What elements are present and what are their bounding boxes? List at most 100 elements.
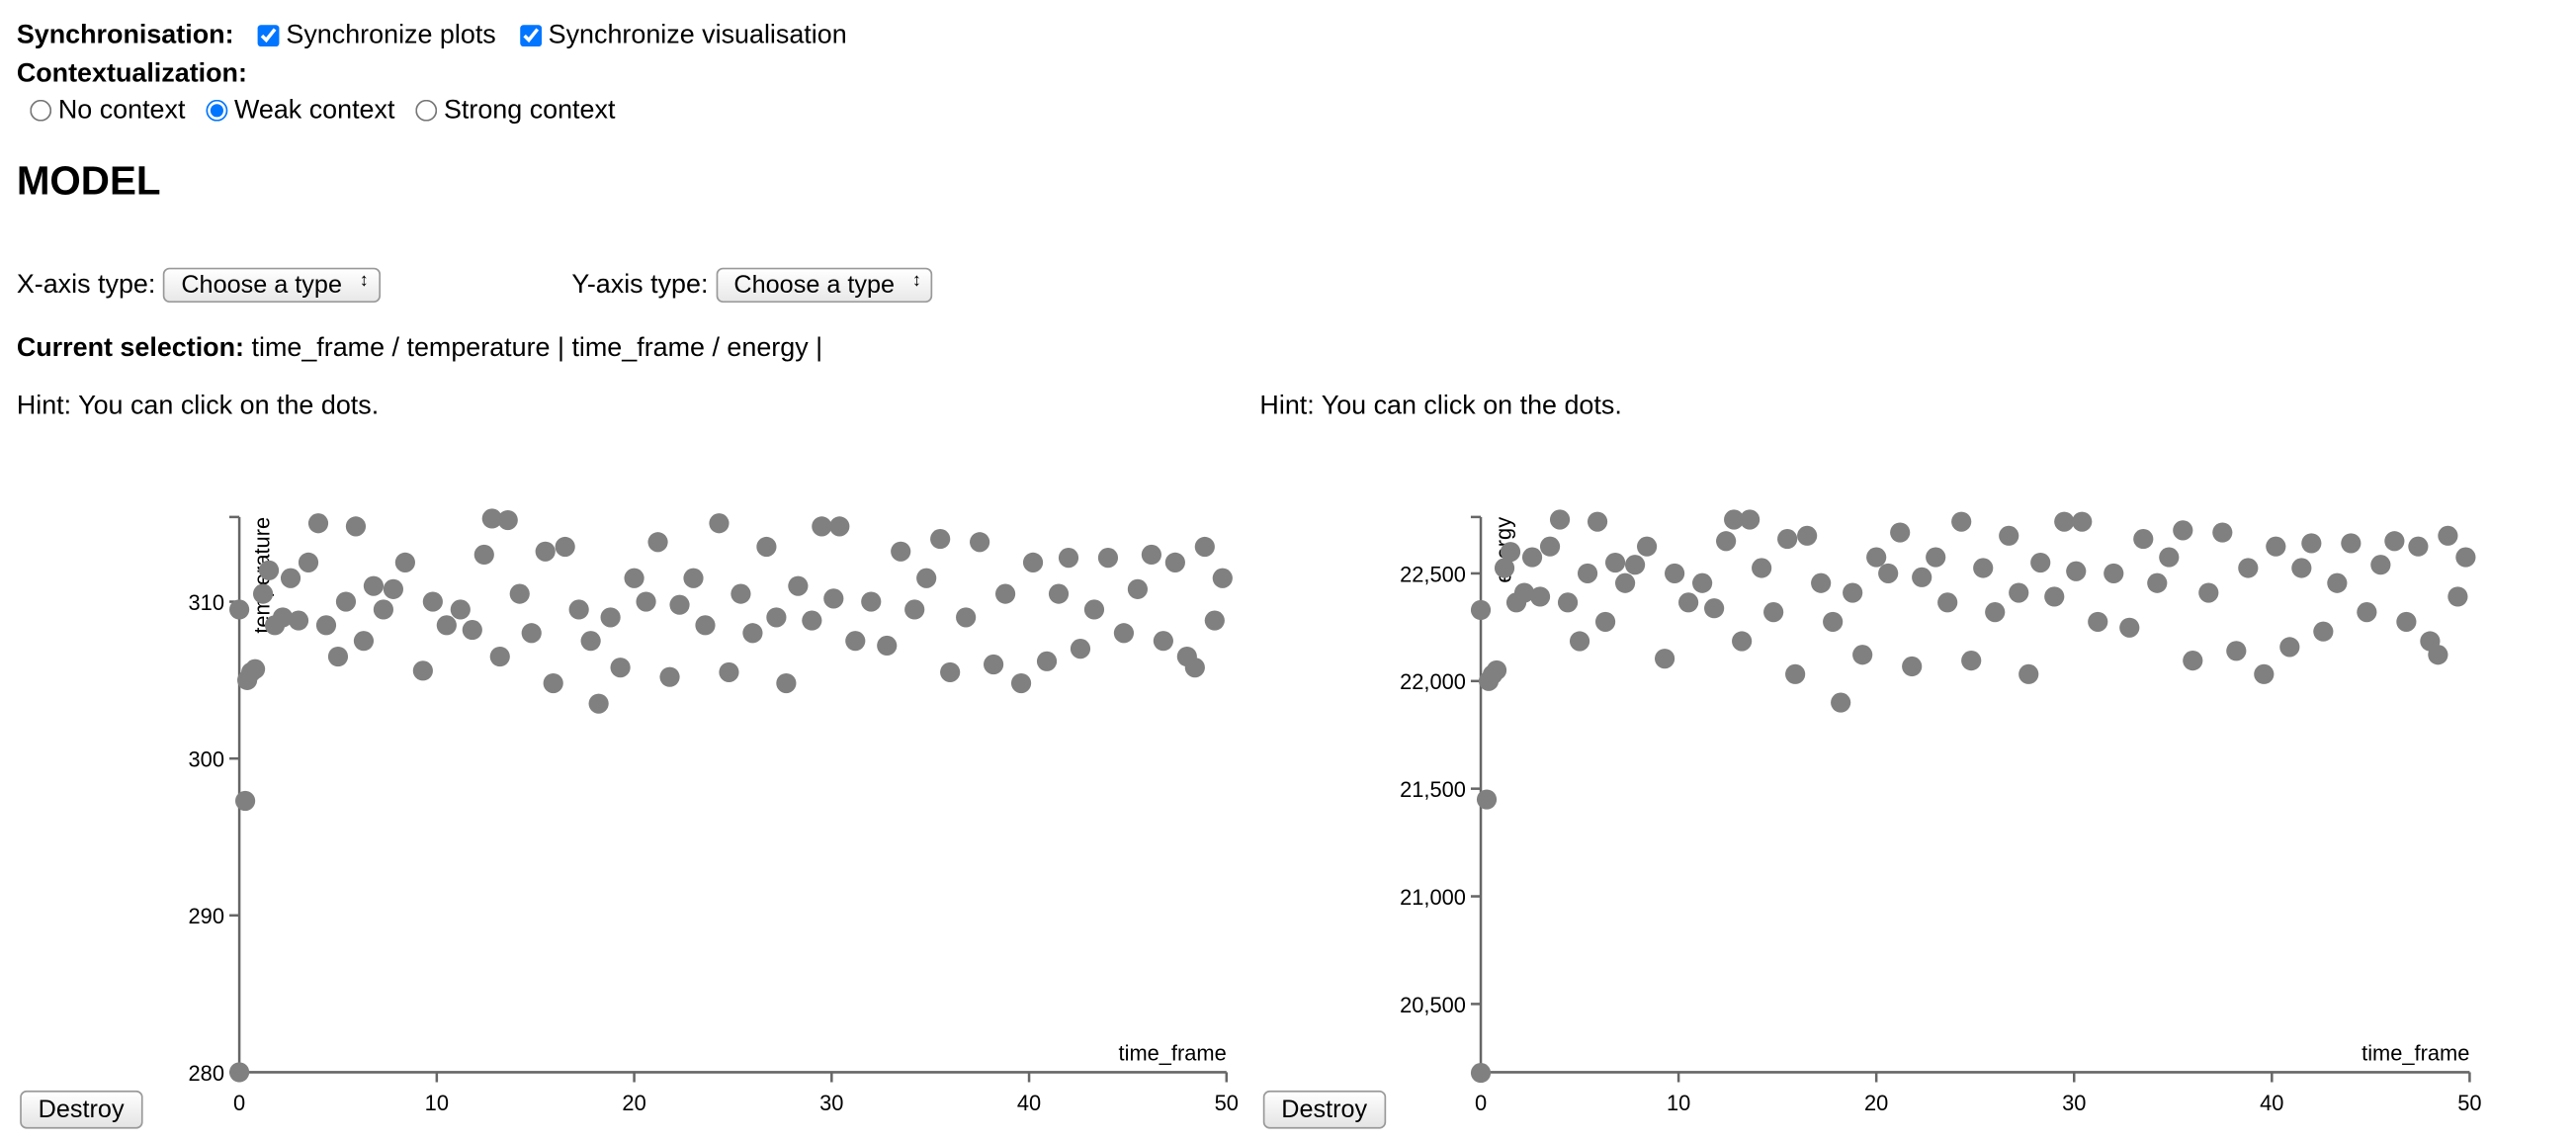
destroy-button[interactable]: Destroy: [1262, 1090, 1386, 1129]
radio-strong[interactable]: Strong context: [415, 97, 615, 125]
dot[interactable]: [345, 516, 367, 537]
dot[interactable]: [509, 583, 530, 604]
dot[interactable]: [307, 513, 329, 534]
dot[interactable]: [2455, 547, 2476, 568]
dot[interactable]: [730, 583, 751, 604]
dot[interactable]: [1678, 592, 1699, 613]
dot[interactable]: [802, 610, 822, 631]
dot[interactable]: [2072, 511, 2093, 532]
dot[interactable]: [1010, 672, 1032, 694]
dot[interactable]: [1777, 529, 1798, 550]
dot[interactable]: [1083, 599, 1105, 620]
dot[interactable]: [244, 659, 266, 679]
dot[interactable]: [1763, 602, 1784, 623]
dot[interactable]: [2238, 558, 2259, 578]
dot[interactable]: [709, 513, 730, 534]
dot[interactable]: [1127, 578, 1148, 599]
dot[interactable]: [1724, 509, 1745, 530]
dot[interactable]: [1594, 611, 1616, 633]
dot[interactable]: [669, 594, 690, 615]
dot[interactable]: [2119, 617, 2140, 638]
dot[interactable]: [610, 658, 631, 678]
dot[interactable]: [956, 607, 977, 628]
dot[interactable]: [1926, 547, 1946, 568]
dot[interactable]: [2044, 586, 2065, 607]
dot[interactable]: [1890, 522, 1911, 543]
dot[interactable]: [2159, 547, 2180, 568]
dot[interactable]: [1569, 631, 1590, 652]
dot[interactable]: [2088, 611, 2108, 633]
dot[interactable]: [1937, 592, 1958, 613]
radio[interactable]: [415, 99, 438, 122]
dot[interactable]: [1823, 611, 1844, 633]
dot[interactable]: [2291, 558, 2312, 578]
dot[interactable]: [373, 599, 394, 620]
dot[interactable]: [1785, 663, 1806, 684]
dot[interactable]: [2341, 533, 2361, 554]
dot[interactable]: [1022, 552, 1044, 572]
x-type-select[interactable]: Choose a type: [162, 267, 381, 303]
dot[interactable]: [1732, 631, 1753, 652]
dot[interactable]: [719, 661, 739, 683]
checkbox[interactable]: [520, 25, 542, 47]
dot[interactable]: [535, 541, 556, 562]
dot[interactable]: [1212, 568, 1233, 588]
dot[interactable]: [2183, 651, 2203, 671]
dot[interactable]: [2009, 582, 2029, 603]
dot[interactable]: [984, 654, 1004, 675]
dot[interactable]: [1097, 548, 1119, 569]
dot[interactable]: [1951, 511, 1972, 532]
dot[interactable]: [788, 575, 809, 596]
dot[interactable]: [1549, 509, 1571, 530]
dot[interactable]: [2198, 582, 2219, 603]
dot[interactable]: [2226, 641, 2247, 661]
dot[interactable]: [288, 610, 309, 631]
dot[interactable]: [1036, 651, 1058, 671]
dot[interactable]: [916, 568, 937, 588]
dot[interactable]: [1557, 592, 1579, 613]
dot[interactable]: [315, 615, 337, 636]
dot[interactable]: [383, 578, 403, 599]
dot[interactable]: [2054, 511, 2075, 532]
dot[interactable]: [1740, 509, 1760, 530]
dot[interactable]: [298, 552, 319, 572]
dot[interactable]: [327, 646, 349, 667]
dot[interactable]: [422, 591, 443, 612]
dot[interactable]: [1902, 656, 1923, 677]
dot[interactable]: [1797, 525, 1818, 546]
dot[interactable]: [1058, 548, 1079, 569]
dot[interactable]: [436, 615, 457, 636]
dot[interactable]: [1999, 525, 2019, 546]
dot[interactable]: [695, 615, 716, 636]
dot[interactable]: [1539, 536, 1561, 557]
y-type-select[interactable]: Choose a type: [715, 267, 933, 303]
dot[interactable]: [812, 516, 832, 537]
dot[interactable]: [1587, 511, 1608, 532]
dot[interactable]: [2279, 637, 2300, 658]
dot[interactable]: [2173, 520, 2193, 541]
radio-no[interactable]: No context: [30, 97, 185, 125]
dot[interactable]: [1141, 544, 1161, 566]
dot[interactable]: [766, 607, 787, 628]
dot[interactable]: [2447, 586, 2468, 607]
dot[interactable]: [636, 591, 656, 612]
dot[interactable]: [521, 623, 542, 644]
dot[interactable]: [776, 672, 797, 694]
dot[interactable]: [1752, 558, 1772, 578]
dot[interactable]: [1852, 645, 1873, 665]
radio-weak[interactable]: Weak context: [206, 97, 394, 125]
dot[interactable]: [2018, 663, 2039, 684]
dot[interactable]: [473, 544, 494, 566]
dot[interactable]: [845, 631, 866, 652]
dot[interactable]: [1811, 572, 1832, 593]
dot[interactable]: [1184, 658, 1205, 678]
dot[interactable]: [1521, 547, 1543, 568]
dot[interactable]: [891, 541, 911, 562]
dot[interactable]: [555, 536, 575, 558]
dot[interactable]: [2428, 645, 2448, 665]
dot[interactable]: [1614, 572, 1636, 593]
dot[interactable]: [683, 568, 704, 588]
dot[interactable]: [823, 588, 844, 609]
dot[interactable]: [2066, 561, 2087, 581]
dot[interactable]: [1476, 789, 1498, 810]
